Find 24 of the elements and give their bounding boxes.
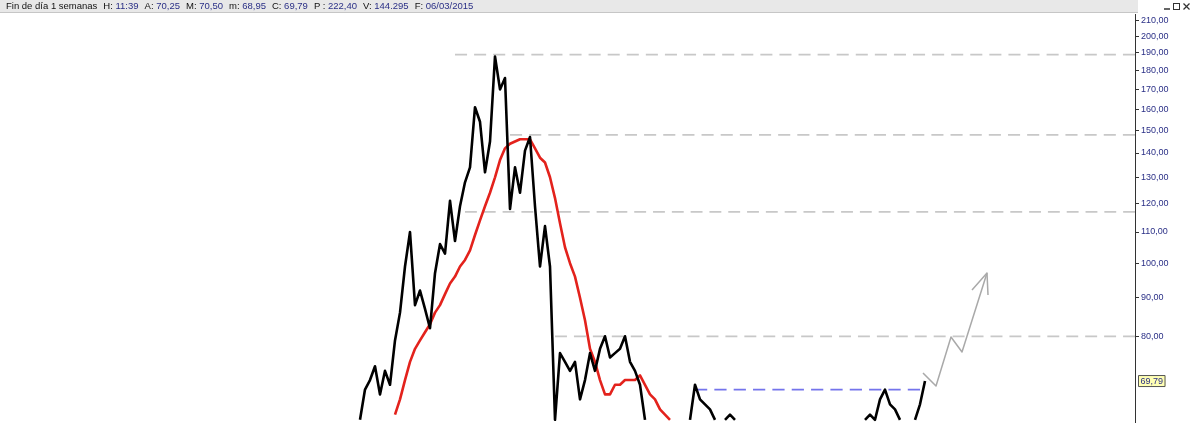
- text: A: 70,25: [144, 0, 180, 11]
- y-tick-label: 170,00: [1141, 83, 1169, 94]
- chart-title: Fin de día 1 semanas: [6, 0, 98, 11]
- y-tick-label: 190,00: [1141, 47, 1169, 58]
- y-tick-label: 100,00: [1141, 257, 1169, 268]
- y-tick-label: 120,00: [1141, 197, 1169, 208]
- y-tick-label: 160,00: [1141, 103, 1169, 114]
- text: V: 144.295: [363, 0, 409, 11]
- text: H: 11:39: [103, 0, 139, 11]
- text: M: 70,50: [185, 0, 223, 11]
- text: C: 69,79: [271, 0, 308, 11]
- y-tick-label: 210,00: [1141, 14, 1169, 25]
- y-tick-label: 90,00: [1141, 292, 1164, 303]
- y-tick-label: 200,00: [1141, 30, 1169, 41]
- y-tick-label: 80,00: [1141, 330, 1164, 341]
- text: m: 68,95: [228, 0, 266, 11]
- y-tick-label: 130,00: [1141, 171, 1169, 182]
- y-tick-label: 180,00: [1141, 65, 1169, 76]
- text: P : 222,40: [313, 0, 358, 11]
- annotation: 69,79: [1140, 376, 1164, 387]
- y-tick-label: 150,00: [1141, 124, 1169, 135]
- y-tick-label: 140,00: [1141, 147, 1169, 158]
- y-tick-label: 110,00: [1141, 226, 1168, 237]
- text: F: 06/03/2015: [414, 0, 474, 11]
